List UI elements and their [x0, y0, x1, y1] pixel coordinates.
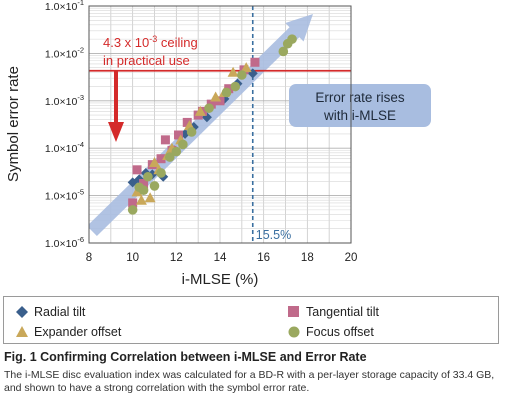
- data-point-focus: [127, 205, 138, 215]
- threshold-label: 15.5%: [256, 228, 291, 242]
- legend-label-expander: Expander offset: [34, 325, 122, 339]
- data-point-expander: [227, 66, 239, 77]
- data-points: [127, 34, 297, 215]
- ceiling-label: 4.3 x 10-3 ceiling: [103, 34, 198, 50]
- annotation-layer: 4.3 x 10-3 ceiling in practical use 15.5% E…: [89, 6, 431, 243]
- legend-label-tangential: Tangential tilt: [306, 305, 379, 319]
- data-point-expander: [240, 62, 252, 73]
- data-point-tangential: [182, 117, 192, 127]
- square-icon: [288, 306, 299, 317]
- data-point-focus: [278, 46, 289, 57]
- data-point-focus: [204, 103, 214, 113]
- data-point-focus: [186, 127, 197, 137]
- triangle-icon: [16, 326, 28, 337]
- x-tick-label: 10: [126, 252, 139, 264]
- ceiling-label-line2: in practical use: [103, 53, 190, 68]
- data-point-tangential: [132, 165, 142, 175]
- x-tick-label: 12: [170, 252, 183, 264]
- x-tick-label: 14: [214, 252, 227, 264]
- data-point-focus: [221, 87, 232, 98]
- data-point-focus: [143, 171, 153, 182]
- data-point-focus: [230, 81, 241, 92]
- data-point-expander: [194, 105, 206, 116]
- legend-item-focus: Focus offset: [288, 325, 374, 339]
- data-point-focus: [138, 185, 149, 195]
- legend-label-radial: Radial tilt: [34, 305, 86, 319]
- data-point-tangential: [139, 179, 149, 189]
- data-point-tangential: [128, 198, 138, 208]
- plot-frame: [88, 5, 352, 244]
- data-point-focus: [287, 34, 297, 44]
- y-tick-label: 1.0×10-1: [45, 0, 84, 13]
- data-point-tangential: [174, 130, 184, 140]
- x-ticks: 8 10 12 14 16 18 20: [86, 252, 358, 264]
- x-tick-label: 18: [301, 252, 314, 264]
- legend-item-expander: Expander offset: [16, 325, 121, 339]
- data-point-focus: [156, 168, 166, 178]
- data-point-tangential: [156, 154, 166, 164]
- circle-icon: [288, 326, 300, 338]
- data-point-tangential: [160, 135, 170, 145]
- legend-label-focus: Focus offset: [306, 325, 374, 339]
- x-tick-label: 20: [345, 252, 358, 264]
- data-point-focus: [164, 152, 175, 162]
- x-tick-label: 8: [86, 252, 92, 264]
- y-tick-label: 1.0×10-3: [45, 93, 84, 108]
- ceiling-arrow-head: [108, 122, 124, 142]
- y-axis-label: Symbol error rate: [5, 66, 22, 182]
- legend-item-tangential: Tangential tilt: [288, 305, 379, 319]
- y-tick-label: 1.0×10-2: [45, 45, 84, 60]
- legend-item-radial: Radial tilt: [16, 305, 85, 319]
- data-point-focus: [237, 70, 247, 80]
- trend-callout-line1: Error rate rises: [315, 90, 405, 105]
- data-point-tangential: [250, 57, 260, 67]
- data-point-expander: [144, 192, 156, 203]
- trend-callout-box: [289, 84, 431, 127]
- x-tick-label: 16: [257, 252, 270, 264]
- legend: Radial tilt Tangential tilt Expander off…: [3, 296, 499, 344]
- data-point-focus: [149, 181, 160, 191]
- x-axis-label: i-MLSE (%): [182, 271, 259, 288]
- data-point-focus: [178, 139, 188, 150]
- diamond-icon: [16, 306, 28, 318]
- data-point-focus: [171, 146, 182, 157]
- chart: 4.3 x 10-3 ceiling in practical use 15.5% E…: [5, 0, 431, 288]
- y-ticks: 1.0×10-1 1.0×10-2 1.0×10-3 1.0×10-4 1.0×10-5…: [45, 0, 84, 250]
- data-point-expander: [210, 91, 222, 102]
- y-tick-label: 1.0×10-5: [45, 188, 84, 203]
- data-point-expander: [135, 194, 147, 205]
- trend-callout-line2: with i-MLSE: [323, 108, 396, 123]
- caption-body: The i-MLSE disc evaluation index was cal…: [4, 369, 495, 394]
- caption-title: Fig. 1 Confirming Correlation between i-…: [4, 350, 367, 364]
- y-tick-label: 1.0×10-4: [45, 140, 84, 155]
- y-tick-label: 1.0×10-6: [45, 235, 84, 250]
- data-point-expander: [149, 156, 160, 167]
